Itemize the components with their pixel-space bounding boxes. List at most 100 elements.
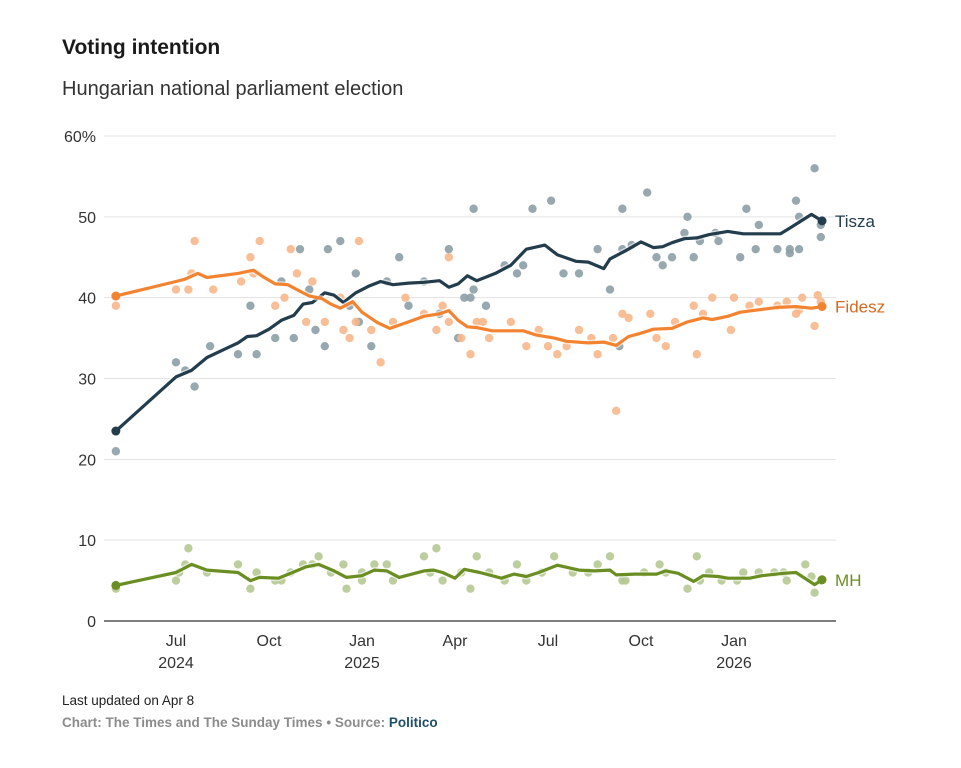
poll-point-fidesz [661, 341, 670, 351]
poll-point-fidesz [339, 325, 348, 335]
poll-point-fidesz [574, 325, 584, 335]
poll-point-tisza [233, 350, 243, 359]
poll-point-mh [382, 560, 391, 569]
poll-point-fidesz [553, 350, 562, 359]
series-labels: Tisza Fidesz MH [835, 212, 885, 590]
poll-point-tisza [519, 261, 528, 270]
y-tick-label: 30 [78, 372, 96, 389]
poll-point-fidesz [320, 317, 329, 327]
poll-point-mh [184, 544, 193, 553]
poll-point-tisza [469, 204, 478, 213]
poll-point-tisza [689, 253, 698, 262]
poll-point-fidesz [652, 333, 661, 343]
poll-point-mh [246, 584, 255, 593]
poll-point-tisza [680, 228, 689, 238]
start-marker-tisza [111, 426, 121, 436]
poll-point-tisza [481, 301, 491, 310]
y-axis-ticks: 0 10 20 30 40 50 60% [64, 129, 96, 631]
poll-point-tisza [320, 341, 329, 351]
poll-point-fidesz [271, 301, 280, 310]
poll-point-fidesz [729, 293, 739, 302]
chart-subtitle: Hungarian national parliament election [62, 78, 404, 100]
poll-point-fidesz [466, 350, 475, 359]
poll-point-tisza [395, 253, 404, 262]
start-marker-mh [111, 580, 121, 590]
x-tick-label: Jan [721, 633, 747, 650]
poll-point-mh [339, 560, 348, 569]
x-tick-year-label: 2025 [344, 655, 380, 672]
poll-point-tisza [336, 236, 345, 246]
poll-point-fidesz [246, 253, 255, 262]
y-tick-label: 0 [87, 614, 96, 631]
poll-point-mh [782, 576, 791, 585]
poll-point-fidesz [255, 236, 264, 246]
credit-text: Chart: The Times and The Sunday Times [62, 715, 323, 730]
y-tick-label: 60% [64, 129, 96, 146]
poll-point-fidesz [472, 317, 481, 327]
poll-point-fidesz [444, 253, 453, 262]
poll-point-fidesz [624, 313, 633, 323]
poll-point-mh [466, 584, 475, 593]
poll-point-mh [683, 584, 692, 593]
series-label-tisza: Tisza [835, 212, 876, 231]
poll-point-fidesz [612, 406, 621, 416]
last-updated: Last updated on Apr 8 [62, 693, 195, 708]
poll-point-mh [801, 560, 810, 569]
poll-point-fidesz [692, 350, 701, 359]
poll-point-mh [233, 560, 243, 569]
poll-point-fidesz [608, 333, 618, 343]
poll-point-mh [692, 552, 701, 561]
poll-point-tisza [652, 253, 661, 262]
poll-point-fidesz [708, 293, 717, 302]
poll-point-mh [593, 560, 602, 569]
poll-point-tisza [736, 253, 745, 262]
end-marker-fidesz [817, 302, 827, 312]
poll-point-fidesz [457, 333, 466, 343]
credit-separator: • [326, 715, 332, 730]
series-label-fidesz: Fidesz [835, 298, 885, 317]
y-tick-label: 20 [78, 452, 96, 469]
poll-point-tisza [512, 269, 522, 278]
poll-point-fidesz [754, 297, 763, 306]
poll-point-fidesz [543, 341, 553, 351]
source-link[interactable]: Politico [388, 715, 438, 730]
chart-credit: Chart: The Times and The Sunday Times • … [62, 715, 438, 730]
poll-point-fidesz [292, 269, 302, 278]
poll-point-tisza [528, 204, 537, 213]
x-tick-label: Jan [349, 633, 375, 650]
poll-point-tisza [618, 204, 627, 213]
trend-halo-fidesz [115, 267, 823, 349]
y-tick-label: 50 [78, 210, 96, 227]
poll-point-fidesz [171, 285, 181, 294]
poll-point-mh [171, 576, 181, 585]
poll-point-tisza [667, 253, 677, 262]
poll-point-mh [314, 552, 323, 561]
poll-point-fidesz [646, 309, 655, 319]
poll-point-fidesz [593, 350, 602, 359]
gridlines [104, 135, 836, 622]
poll-points [111, 164, 825, 597]
poll-point-tisza [171, 358, 181, 367]
poll-point-tisza [252, 350, 261, 359]
poll-point-fidesz [506, 317, 515, 327]
poll-point-tisza [754, 220, 763, 230]
poll-point-fidesz [798, 293, 807, 302]
poll-point-mh [512, 560, 522, 569]
poll-point-fidesz [618, 309, 627, 319]
poll-point-tisza [323, 244, 333, 254]
x-tick-label: Jul [538, 633, 558, 650]
poll-point-fidesz [813, 291, 822, 300]
poll-point-mh [472, 552, 481, 561]
poll-point-tisza [444, 244, 453, 254]
poll-point-tisza [289, 333, 298, 343]
poll-point-fidesz [286, 244, 295, 254]
poll-point-mh [621, 576, 630, 585]
poll-point-tisza [404, 301, 413, 310]
poll-point-tisza [111, 447, 121, 456]
x-tick-year-label: 2026 [716, 655, 752, 672]
poll-point-fidesz [190, 236, 199, 246]
poll-point-tisza [785, 244, 794, 254]
source-label: Source: [334, 715, 386, 730]
series-label-mh: MH [835, 571, 861, 590]
poll-point-tisza [658, 261, 667, 270]
